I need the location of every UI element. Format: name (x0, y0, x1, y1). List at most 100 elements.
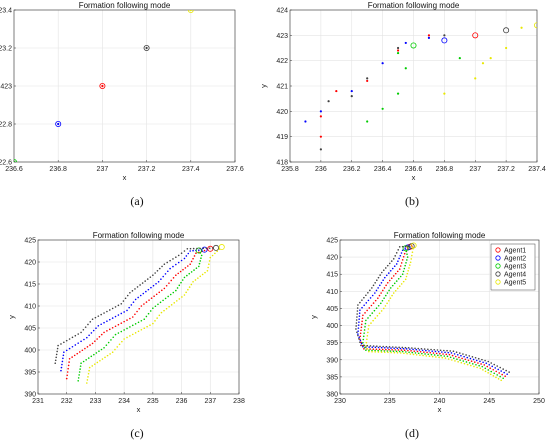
trail-point (67, 367, 69, 370)
trail-point (480, 363, 482, 365)
trail-point (148, 299, 150, 301)
trail-point (394, 272, 397, 275)
trail-point (103, 347, 105, 349)
trail-point (81, 349, 84, 352)
legend-marker (495, 247, 501, 253)
trail-point (170, 303, 173, 306)
trail-point (388, 262, 391, 265)
trail-point (419, 354, 421, 356)
trail-point (381, 348, 384, 351)
trail-point (377, 297, 379, 299)
trail-point (399, 254, 402, 257)
trail-point (129, 326, 131, 328)
trail-point (391, 346, 394, 348)
plot-frame (13, 9, 236, 163)
trail-point (358, 315, 361, 317)
trail-point (363, 344, 365, 347)
trail-point (65, 377, 68, 380)
x-tick-label: 236.8 (436, 166, 454, 173)
trail-point (366, 120, 369, 123)
trail-point (401, 259, 404, 261)
trail-point (77, 342, 79, 344)
x-tick-label: 236.6 (5, 166, 23, 173)
trail-point (146, 325, 148, 328)
trail-point (358, 321, 360, 323)
trail-point (392, 292, 395, 294)
trail-point (370, 322, 372, 324)
trail-point (444, 357, 447, 359)
trail-point (114, 315, 117, 318)
trail-point (474, 77, 477, 80)
trail-point (199, 260, 202, 262)
trail-point (118, 343, 121, 346)
trail-point (111, 317, 114, 319)
trail-point (327, 100, 330, 103)
trail-point (177, 272, 180, 275)
x-axis-label: x (438, 405, 442, 414)
trail-point (154, 320, 156, 322)
trail-point (156, 270, 159, 272)
trail-point (123, 329, 125, 331)
trail-point (460, 361, 463, 364)
trail-point (435, 356, 437, 358)
y-tick-label: 418 (276, 160, 288, 167)
trail-point (490, 362, 493, 364)
trail-point (394, 349, 397, 351)
trail-point (386, 302, 388, 305)
trail-point (167, 295, 169, 298)
trail-point (449, 356, 452, 359)
trail-point (456, 358, 458, 360)
trail-point (190, 271, 193, 273)
trail-point (493, 363, 496, 366)
trail-point (381, 62, 384, 65)
x-tick-label: 237.6 (226, 166, 244, 173)
trail-point (469, 364, 472, 367)
trail-point (371, 312, 374, 314)
trail-point (117, 314, 120, 316)
trail-point (359, 309, 361, 311)
trail-point (112, 336, 115, 339)
trail-point (175, 263, 177, 266)
trail-point (200, 257, 202, 259)
x-tick-label: 236.4 (374, 166, 392, 173)
trail-point (369, 314, 371, 317)
trail-point (386, 350, 389, 352)
trail-point (376, 345, 378, 348)
trail-point (391, 284, 394, 287)
trail-point (104, 356, 106, 359)
trail-point (366, 335, 369, 337)
trail-point (92, 329, 95, 332)
trail-point (427, 353, 430, 356)
trail-point (399, 352, 402, 354)
trail-point (484, 359, 486, 362)
trail-point (153, 295, 155, 298)
trail-point (384, 305, 387, 307)
trail-point (126, 336, 128, 339)
trail-point (128, 306, 130, 309)
agent-marker (55, 121, 62, 128)
chart-title: Formation following mode (368, 1, 460, 10)
trail-point (356, 313, 358, 315)
trail-point (427, 36, 431, 39)
trail-point (468, 355, 471, 357)
trail-point (84, 326, 87, 328)
trail-point (190, 260, 193, 263)
trail-point (482, 361, 484, 364)
trail-point (381, 299, 384, 302)
trail-point (175, 289, 177, 292)
trail-point (501, 373, 503, 376)
trail-point (208, 263, 210, 266)
trail-point (357, 304, 359, 306)
trail-point (356, 331, 358, 334)
trail-point (356, 310, 359, 312)
trail-point (365, 349, 367, 351)
trail-point (433, 348, 436, 351)
trail-point (397, 277, 400, 280)
trail-point (486, 365, 489, 368)
trail-point (382, 307, 385, 310)
trail-point (140, 328, 143, 331)
agent-marker (143, 45, 150, 52)
trail-point (143, 318, 146, 321)
trail-point (371, 349, 373, 352)
